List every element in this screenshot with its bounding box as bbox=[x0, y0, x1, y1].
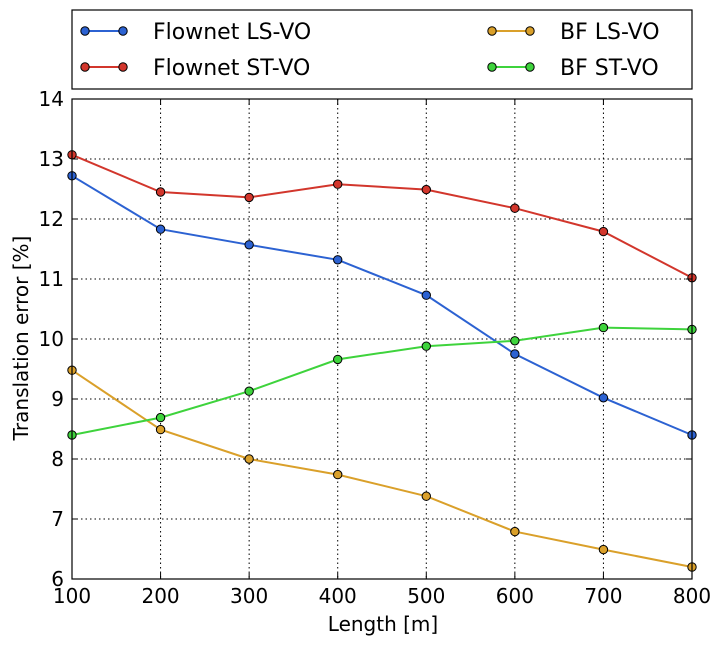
point-flownet-ls-vo-600 bbox=[510, 349, 520, 359]
x-tick-label-100: 100 bbox=[53, 584, 91, 608]
point-bf-ls-vo-300 bbox=[244, 454, 254, 464]
point-bf-ls-vo-700 bbox=[598, 544, 609, 555]
point-flownet-st-vo-500 bbox=[421, 184, 431, 195]
y-tick-label-13: 13 bbox=[39, 147, 64, 171]
legend-label-bf-ls-vo: BF LS-VO bbox=[560, 20, 660, 45]
y-tick-label-7: 7 bbox=[51, 507, 64, 531]
point-bf-st-vo-300 bbox=[244, 386, 254, 396]
point-flownet-ls-vo-700 bbox=[598, 393, 609, 403]
point-bf-ls-vo-200 bbox=[155, 424, 166, 435]
point-flownet-ls-vo-300 bbox=[244, 240, 254, 250]
y-tick-label-14: 14 bbox=[39, 87, 64, 111]
point-flownet-ls-vo-200 bbox=[155, 224, 166, 234]
y-axis-title: Translation error [%] bbox=[9, 236, 33, 442]
y-tick-label-8: 8 bbox=[51, 447, 64, 471]
legend-label-bf-st-vo: BF ST-VO bbox=[560, 56, 659, 81]
point-bf-ls-vo-400 bbox=[333, 469, 343, 480]
series-group bbox=[67, 150, 697, 572]
y-tick-label-6: 6 bbox=[51, 567, 64, 591]
point-flownet-ls-vo-500 bbox=[421, 290, 431, 300]
legend-label-flownet-ls-vo: Flownet LS-VO bbox=[153, 20, 311, 45]
point-bf-st-vo-500 bbox=[421, 341, 431, 351]
legend-box bbox=[71, 9, 693, 90]
legend-marker-left-flownet-st-vo bbox=[80, 62, 90, 72]
point-flownet-st-vo-600 bbox=[510, 203, 520, 213]
point-flownet-st-vo-300 bbox=[244, 192, 254, 203]
point-flownet-st-vo-400 bbox=[333, 179, 343, 189]
x-tick-label-800: 800 bbox=[673, 584, 711, 608]
point-bf-st-vo-400 bbox=[333, 354, 343, 365]
legend-marker-left-bf-st-vo bbox=[487, 62, 497, 72]
legend-marker-left-bf-ls-vo bbox=[487, 26, 497, 36]
ticks-group: 100 200 300 400 500 600 700 800 6 7 8 9 10 11 12 13 14 bbox=[39, 87, 712, 608]
y-tick-label-11: 11 bbox=[39, 267, 64, 291]
legend-marker-right-bf-st-vo bbox=[525, 62, 535, 72]
legend: Flownet LS-VO Flownet ST-VO BF LS-VO BF ST-… bbox=[71, 9, 693, 90]
legend-marker-right-bf-ls-vo bbox=[525, 26, 535, 36]
plot-background bbox=[72, 99, 692, 579]
series-line-flownet-ls-vo bbox=[71, 174, 693, 436]
plot-area bbox=[72, 99, 692, 579]
series-line-bf-st-vo bbox=[71, 326, 693, 436]
x-axis-title: Length [m] bbox=[328, 612, 438, 636]
legend-label-flownet-st-vo: Flownet ST-VO bbox=[153, 56, 310, 81]
point-flownet-st-vo-200 bbox=[155, 187, 166, 197]
point-flownet-ls-vo-400 bbox=[333, 255, 343, 265]
point-bf-ls-vo-600 bbox=[510, 526, 520, 537]
series-line-bf-ls-vo bbox=[71, 369, 693, 568]
x-tick-label-200: 200 bbox=[141, 584, 179, 608]
legend-marker-left-flownet-ls-vo bbox=[80, 26, 90, 36]
x-tick-label-700: 700 bbox=[584, 584, 622, 608]
point-bf-ls-vo-500 bbox=[421, 491, 431, 501]
series-line-flownet-st-vo bbox=[71, 153, 693, 279]
point-bf-st-vo-600 bbox=[510, 336, 520, 346]
x-tick-label-500: 500 bbox=[407, 584, 445, 608]
point-bf-st-vo-200 bbox=[155, 412, 166, 423]
legend-marker-right-flownet-ls-vo bbox=[118, 26, 128, 36]
x-tick-label-400: 400 bbox=[319, 584, 357, 608]
y-tick-label-12: 12 bbox=[39, 207, 64, 231]
y-tick-label-10: 10 bbox=[39, 327, 64, 351]
x-tick-label-300: 300 bbox=[230, 584, 268, 608]
legend-marker-right-flownet-st-vo bbox=[118, 62, 128, 72]
x-tick-label-600: 600 bbox=[496, 584, 534, 608]
y-tick-label-9: 9 bbox=[51, 387, 64, 411]
point-flownet-st-vo-700 bbox=[598, 226, 609, 237]
point-bf-st-vo-700 bbox=[598, 322, 609, 333]
